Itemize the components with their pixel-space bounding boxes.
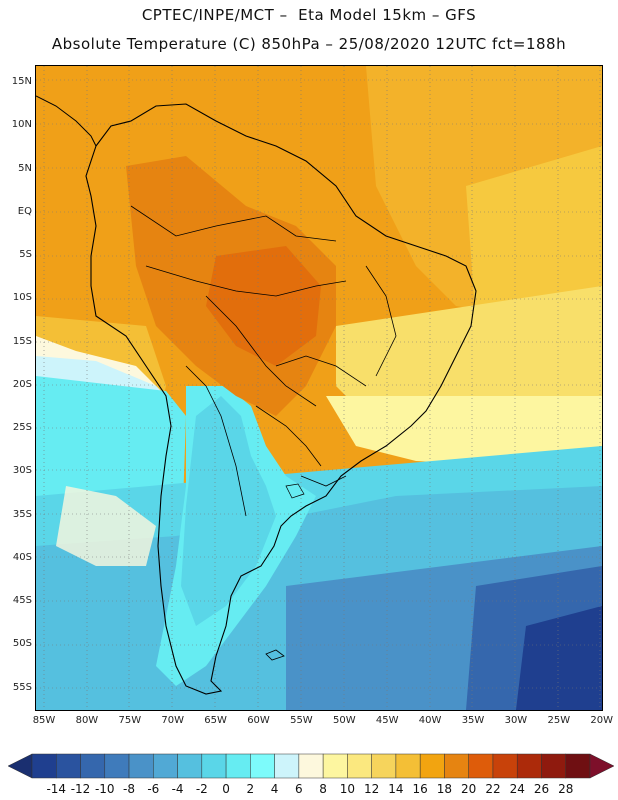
islands-falklands <box>265 649 285 661</box>
colorbar-label: 24 <box>509 782 525 796</box>
colorbar <box>7 753 615 779</box>
colorbar-swatch <box>541 753 566 779</box>
colorbar-swatch <box>492 753 518 779</box>
lat-label: 50S <box>12 638 32 650</box>
lon-label: 65W <box>204 715 227 726</box>
colorbar-swatch <box>201 753 227 779</box>
colorbar-label: -12 <box>70 782 91 796</box>
colorbar-swatch <box>177 753 203 779</box>
colorbar-label: 6 <box>295 782 303 796</box>
colorbar-swatch <box>274 753 300 779</box>
colorbar-label: -2 <box>195 782 208 796</box>
lat-label: 10S <box>12 292 32 304</box>
colorbar-label: 26 <box>533 782 550 796</box>
colorbar-swatch <box>516 753 542 779</box>
colorbar-label: 18 <box>436 782 453 796</box>
lat-label: 30S <box>12 465 32 477</box>
lon-label: 45W <box>375 715 399 726</box>
colorbar-label: -4 <box>171 782 184 796</box>
lon-label: 85W <box>32 715 56 726</box>
temperature-field-coldest <box>516 606 602 710</box>
lon-label: 35W <box>461 715 485 726</box>
colorbar-label: 12 <box>364 782 380 796</box>
colorbar-label: -6 <box>147 782 160 796</box>
colorbar-label: 16 <box>412 782 428 796</box>
lat-label: 55S <box>12 681 32 693</box>
colorbar-high-end <box>589 753 615 779</box>
lat-label: 20S <box>12 378 32 390</box>
lon-label: 75W <box>118 715 142 726</box>
colorbar-label: 28 <box>558 782 574 796</box>
lat-label: EQ <box>17 205 32 217</box>
coastline-south-america <box>85 103 477 695</box>
lon-label: 80W <box>75 715 99 726</box>
colorbar-label: -10 <box>94 782 115 796</box>
colorbar-swatch <box>80 753 106 779</box>
map-title-line2: Absolute Temperature (C) 850hPa – 25/08/… <box>51 35 567 53</box>
lon-label: 20W <box>590 715 613 726</box>
colorbar-label: 22 <box>485 782 501 796</box>
lon-label: 25W <box>547 715 571 726</box>
lon-label: 60W <box>247 715 270 726</box>
lon-label: 50W <box>332 715 356 726</box>
colorbar-label: -14 <box>46 782 67 796</box>
colorbar-label: 14 <box>388 782 404 796</box>
lon-label: 55W <box>290 715 313 726</box>
colorbar-swatch <box>31 753 57 779</box>
colorbar-swatch <box>395 753 421 779</box>
colorbar-swatch <box>444 753 469 779</box>
colorbar-swatch <box>104 753 130 779</box>
temperature-field-pale-patch <box>56 486 156 566</box>
colorbar-label: 20 <box>461 782 477 796</box>
lat-label: 5N <box>18 162 32 174</box>
colorbar-label: 8 <box>319 782 327 796</box>
lon-label: 40W <box>418 715 442 726</box>
colorbar-label: 4 <box>270 782 279 796</box>
colorbar-swatch <box>153 753 178 779</box>
lat-label: 5S <box>19 249 32 260</box>
lon-label: 70W <box>161 715 184 726</box>
colorbar-swatch <box>347 753 372 779</box>
colorbar-swatch <box>298 753 324 779</box>
colorbar-swatch <box>371 753 397 779</box>
colorbar-swatch <box>250 753 275 779</box>
lon-label: 30W <box>504 715 528 726</box>
colorbar-swatch <box>322 753 348 779</box>
temperature-field-cold-wedge-inner <box>181 396 276 626</box>
lat-label: 15N <box>11 76 32 87</box>
colorbar-swatch <box>419 753 445 779</box>
lat-label: 10N <box>11 119 32 131</box>
lat-label: 45S <box>12 595 32 606</box>
colorbar-label: 0 <box>222 782 230 796</box>
graticule <box>36 66 602 710</box>
country-borders <box>130 205 397 517</box>
colorbar-swatch <box>225 753 251 779</box>
colorbar-swatch <box>565 753 591 779</box>
temperature-map[interactable] <box>36 66 602 710</box>
colorbar-swatch <box>56 753 81 779</box>
map-title-line1: CPTEC/INPE/MCT – Eta Model 15km – GFS <box>141 6 477 24</box>
colorbar-label: 2 <box>246 782 255 796</box>
lagoa-dos-patos <box>285 483 305 499</box>
lat-label: 35S <box>12 508 32 520</box>
colorbar-label: 10 <box>339 782 356 796</box>
lat-label: 15S <box>12 335 32 347</box>
temperature-field-hot-spot <box>206 246 321 366</box>
lat-label: 40S <box>12 551 32 563</box>
colorbar-swatch <box>468 753 494 779</box>
temperature-field-subtropical <box>326 396 602 466</box>
colorbar-swatch <box>128 753 154 779</box>
lat-label: 25S <box>12 422 32 433</box>
coastline-central-america <box>36 95 97 147</box>
colorbar-label: -8 <box>123 782 136 796</box>
colorbar-low-end <box>7 753 33 779</box>
